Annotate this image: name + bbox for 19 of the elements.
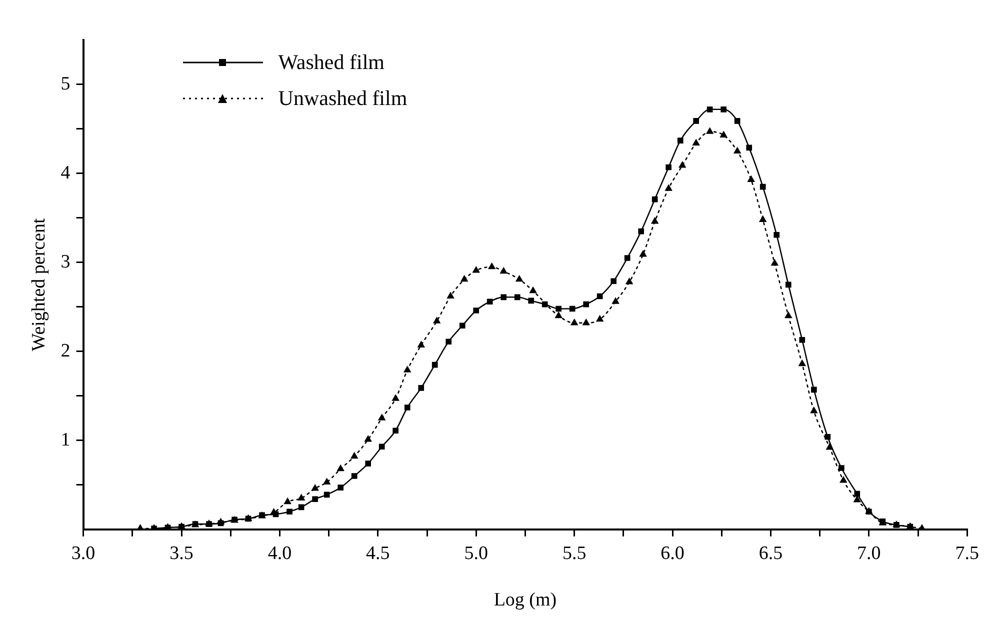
y-tick-label: 1 xyxy=(60,429,70,450)
x-tick-label: 7.0 xyxy=(857,542,881,564)
x-tick-label: 6.0 xyxy=(660,542,684,564)
x-tick-label: 4.5 xyxy=(366,542,390,564)
legend-label: Unwashed film xyxy=(278,85,408,112)
legend-label: Washed film xyxy=(278,49,384,76)
x-tick-label: 5.0 xyxy=(464,542,488,564)
y-axis-title: Weighted percent xyxy=(28,217,50,352)
y-tick-label: 5 xyxy=(60,73,70,94)
x-tick-label: 5.5 xyxy=(562,542,586,564)
x-axis-title: Log (m) xyxy=(494,590,557,611)
x-tick-label: 7.5 xyxy=(955,542,979,564)
x-tick-label: 4.0 xyxy=(268,542,292,564)
x-tick-label: 3.0 xyxy=(71,542,96,564)
x-tick-label: 3.5 xyxy=(170,542,194,564)
y-tick-label: 4 xyxy=(60,162,71,184)
x-tick-label: 6.5 xyxy=(758,542,783,564)
y-tick-label: 2 xyxy=(60,340,70,362)
y-tick-label: 3 xyxy=(60,251,70,272)
